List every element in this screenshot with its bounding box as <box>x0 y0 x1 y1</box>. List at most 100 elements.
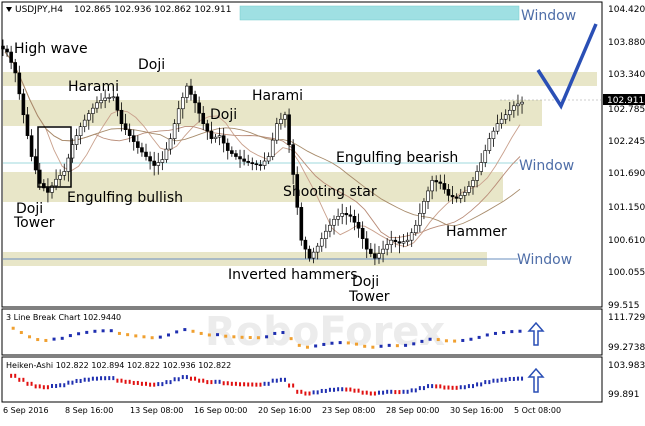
heiken-ashi-bar <box>508 376 511 381</box>
heiken-ashi-bar <box>128 379 131 384</box>
candle-body <box>258 164 263 166</box>
candle-body <box>463 192 467 196</box>
heiken-ashi-bar <box>247 382 250 387</box>
candle-body <box>442 183 447 190</box>
candle-body <box>217 135 222 138</box>
time-tick: 30 Sep 16:00 <box>450 406 503 415</box>
candle-body <box>348 214 353 217</box>
line-break-bar <box>338 341 342 345</box>
heiken-ashi-bar <box>63 383 66 388</box>
candle-body <box>242 158 246 162</box>
heiken-ashi-bar <box>275 378 278 383</box>
heiken-ashi-bar <box>279 377 282 382</box>
heiken-ashi-bar <box>230 381 233 386</box>
price-tick: 101.690 <box>608 169 645 179</box>
heiken-ashi-bar <box>214 379 217 384</box>
line-break-bar <box>469 337 473 341</box>
label-doji-tower-2-b: Tower <box>348 289 390 305</box>
heiken-ashi-bar <box>120 378 123 383</box>
line-break-bar <box>101 329 105 333</box>
line-break-bar <box>395 344 399 348</box>
line-break-bar <box>346 341 350 345</box>
line-break-bar <box>224 334 228 338</box>
heiken-ashi-bar <box>369 391 372 396</box>
dropdown-triangle-icon[interactable] <box>6 7 12 12</box>
heiken-ashi-bar <box>283 377 286 382</box>
line-break-bar <box>412 342 416 346</box>
candle-body <box>58 175 62 180</box>
heiken-ashi-bar <box>443 385 446 390</box>
line-break-label: 3 Line Break Chart 102.9440 <box>6 313 121 322</box>
heiken-ashi-bar <box>357 388 360 393</box>
heiken-ashi-bar <box>210 380 213 385</box>
candle-body <box>520 101 524 105</box>
heiken-ashi-bar <box>467 384 470 389</box>
candle-body <box>205 123 210 132</box>
label-window-top: Window <box>521 8 576 24</box>
heiken-ashi-bar <box>521 376 524 381</box>
line-break-bar <box>379 344 383 348</box>
bullish-check-arrow <box>536 23 598 110</box>
candle-body <box>54 178 58 187</box>
candle-body <box>25 114 30 136</box>
heiken-ashi-bar <box>234 381 237 386</box>
heiken-ashi-bar <box>194 376 197 381</box>
heiken-ashi-bar <box>153 382 156 387</box>
candle-body <box>1 45 5 50</box>
heiken-ashi-bar <box>320 388 323 393</box>
heiken-ashi-bar <box>402 389 405 394</box>
candle-body <box>499 118 504 125</box>
candle-body <box>475 171 479 181</box>
line-break-bar <box>28 335 32 339</box>
heiken-ashi-bar <box>67 380 70 385</box>
label-doji-tower-1-b: Tower <box>13 215 55 231</box>
candle-body <box>377 253 381 259</box>
candle-body <box>197 102 201 114</box>
heiken-ashi-bar <box>304 391 307 396</box>
line-break-bar <box>19 331 23 335</box>
time-tick: 16 Sep 00:00 <box>194 406 247 415</box>
heiken-ashi-bar <box>255 382 258 387</box>
heiken-ashi-bar <box>516 376 519 381</box>
heiken-ashi-bar <box>83 377 86 382</box>
time-tick: 20 Sep 16:00 <box>258 406 311 415</box>
time-tick: 13 Sep 08:00 <box>130 406 183 415</box>
heiken-ashi-bar <box>271 378 274 383</box>
line-break-bar <box>404 343 408 347</box>
heiken-ashi-bar <box>333 387 336 392</box>
line-break-bar <box>444 339 448 343</box>
heiken-ashi-bar <box>161 382 164 387</box>
line-break-bar <box>68 334 72 338</box>
candle-body <box>283 114 287 120</box>
heiken-ashi-bar <box>288 383 291 388</box>
candle-body <box>42 183 46 189</box>
candle-body <box>262 160 267 166</box>
heiken-ashi-bar <box>251 382 254 387</box>
heiken-ashi-bar <box>345 387 348 392</box>
moving-averages <box>4 51 521 248</box>
candle-body <box>185 85 189 98</box>
line-break-bar <box>305 345 309 349</box>
line-break-bar <box>232 335 236 339</box>
heiken-ashi-bar <box>222 381 225 386</box>
candle-body <box>221 135 226 144</box>
heiken-ashi-bar <box>328 387 331 392</box>
line-break-bars <box>11 326 522 349</box>
heiken-ashi-bar <box>79 378 82 383</box>
heiken-ashi-bar <box>177 377 180 382</box>
label-shooting-star: Shooting star <box>283 184 377 200</box>
heiken-ashi-bar <box>410 388 413 393</box>
current-price-value: 102.911 <box>607 96 644 106</box>
line-break-bar <box>477 335 481 339</box>
candle-body <box>238 156 242 160</box>
candle-body <box>74 135 79 145</box>
candle-body <box>405 239 410 242</box>
price-axis: 104.420 103.880 103.340 102.785 102.245 … <box>603 5 645 311</box>
candle-body <box>344 213 349 216</box>
candle-body <box>516 103 520 107</box>
candle-body <box>356 221 361 229</box>
line-break-bar <box>44 338 48 342</box>
line-break-bar <box>510 330 514 334</box>
heiken-ashi-bar <box>226 381 229 386</box>
